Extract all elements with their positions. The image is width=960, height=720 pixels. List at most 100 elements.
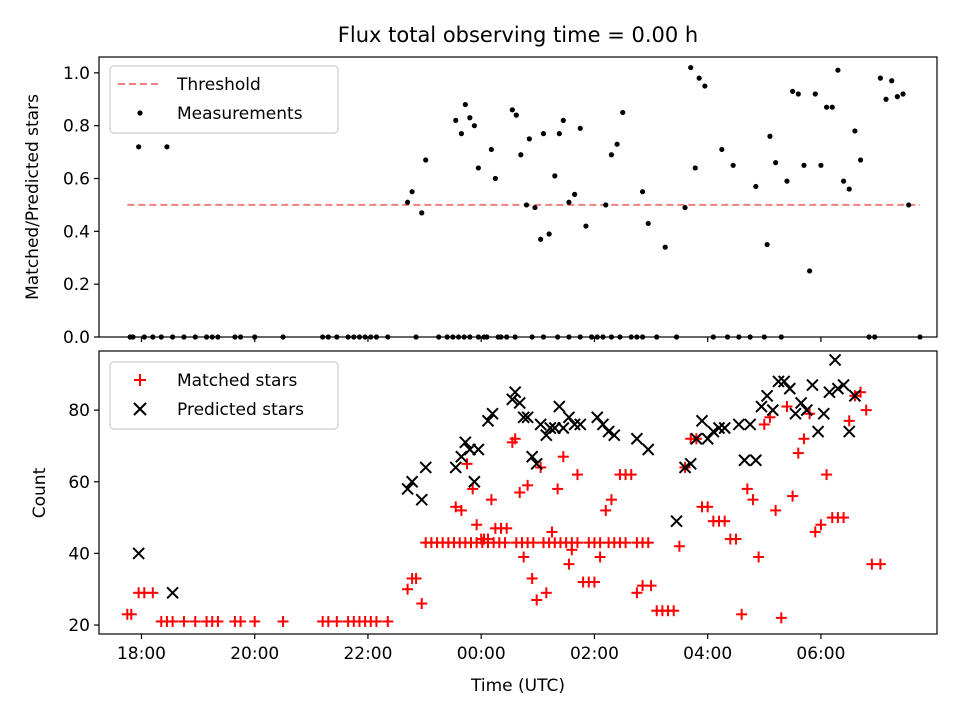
measurement-point (423, 157, 429, 163)
matched-stars-point (571, 537, 583, 549)
matched-stars-point (747, 494, 759, 506)
predicted-stars-point (530, 457, 543, 471)
matched-stars-point (631, 587, 643, 599)
predicted-stars-point (823, 385, 836, 399)
matched-stars-point (450, 501, 462, 513)
matched-stars-point (815, 519, 827, 531)
predicted-stars-point (472, 443, 485, 456)
matched-stars-point (527, 537, 539, 549)
predicted-stars-point (783, 382, 796, 395)
predicted-stars-point (591, 411, 604, 424)
matched-stars-point (147, 587, 159, 599)
predicted-stars-point (486, 407, 499, 420)
matched-stars-point (787, 490, 799, 502)
legend-matched-marker (134, 374, 146, 386)
predicted-stars-point (506, 393, 519, 406)
measurement-point (583, 223, 589, 229)
measurement-point (840, 178, 847, 184)
matched-stars-point (855, 386, 867, 398)
predicted-stars-point (534, 418, 547, 431)
matched-stars-point (482, 533, 494, 545)
matched-stars-point (235, 615, 247, 627)
matched-stars-point (370, 615, 382, 627)
matched-stars-point (605, 494, 617, 506)
matched-stars-point (843, 415, 855, 427)
measurement-point (682, 204, 688, 211)
x-tick-label: 06:00 (796, 644, 845, 664)
y-tick-label: 0.0 (63, 328, 90, 348)
matched-stars-point (798, 433, 810, 445)
matched-stars-point (860, 404, 872, 416)
x-tick-label: 18:00 (117, 644, 166, 664)
measurement-point (532, 204, 538, 211)
predicted-stars-point (481, 414, 495, 428)
matched-stars-point (531, 594, 543, 606)
measurement-point (753, 183, 759, 190)
measurement-point (639, 189, 646, 195)
measurement-point (795, 91, 801, 97)
predicted-stars-point (608, 428, 621, 442)
measurement-point (877, 75, 883, 81)
measurement-point (764, 241, 770, 248)
measurement-point (883, 96, 889, 102)
matched-stars-point (719, 515, 731, 527)
measurement-point (513, 112, 519, 118)
matched-stars-point (455, 504, 467, 516)
predicted-stars-point (732, 418, 746, 431)
predicted-stars-point (743, 418, 757, 431)
measurement-point (812, 91, 818, 97)
predicted-stars-point (718, 421, 731, 435)
bottom-panel: 20 40 60 80 18:00 20:00 22:00 00:00 02:00 04:00 0… (30, 350, 938, 696)
y-tick-label: 0.2 (63, 275, 90, 295)
matched-stars-point (485, 494, 497, 506)
predicted-stars-point (562, 411, 576, 424)
predicted-stars-point (695, 414, 709, 428)
legend-predicted-marker (133, 402, 147, 416)
predicted-stars-point (419, 461, 432, 474)
matched-stars-point (212, 615, 224, 627)
predicted-stars-point (574, 418, 587, 431)
matched-stars-point (736, 608, 748, 620)
top-panel: 0.0 0.2 0.4 0.6 0.8 1.0 Matched/Predicted sta… (23, 56, 938, 348)
x-axis-label: Time (UTC) (470, 676, 565, 696)
predicted-stars-point (513, 396, 526, 410)
measurement-point (577, 125, 583, 131)
predicted-stars-point (521, 411, 534, 424)
measurement-point (900, 91, 906, 97)
matched-stars-point (331, 615, 343, 627)
measurement-point (556, 131, 562, 137)
legend-threshold-label: Threshold (176, 75, 261, 95)
matched-stars-point (509, 433, 521, 445)
measurement-point (688, 64, 694, 71)
measurement-point (471, 123, 478, 129)
matched-stars-point (620, 537, 632, 549)
measurement-point (906, 202, 912, 208)
bottom-y-axis-label: Count (30, 467, 50, 518)
matched-stars-point (526, 572, 538, 584)
measurement-point (488, 146, 494, 153)
predicted-stars-point (459, 436, 472, 449)
matched-stars-point (838, 512, 850, 524)
predicted-stars-point (794, 396, 808, 410)
measurement-point (566, 199, 572, 205)
measurement-point (409, 189, 415, 195)
predicted-stars-point (544, 421, 557, 435)
predicted-stars-point (806, 378, 819, 392)
matched-stars-point (792, 447, 804, 459)
predicted-stars-point (811, 425, 825, 438)
bottom-marks (121, 353, 886, 627)
predicted-stars-point (837, 378, 850, 392)
y-tick-label: 0.8 (63, 117, 90, 137)
legend-measurements-marker (137, 110, 143, 116)
predicted-stars-point (828, 353, 842, 367)
measurement-point (462, 101, 468, 108)
matched-stars-point (563, 558, 575, 570)
top-x-ticks (140, 337, 822, 342)
predicted-stars-point (517, 411, 530, 424)
predicted-stars-point (712, 421, 726, 435)
predicted-stars-point (738, 454, 751, 467)
predicted-stars-point (701, 432, 714, 445)
matched-stars-point (588, 576, 600, 588)
measurement-point (692, 165, 698, 171)
measurement-point (662, 244, 668, 250)
